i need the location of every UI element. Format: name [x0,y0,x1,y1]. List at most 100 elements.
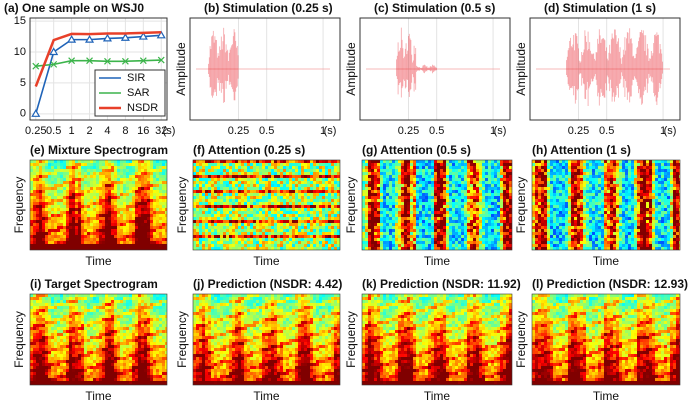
pixel [132,244,135,247]
pixel [437,178,440,181]
pixel [235,238,238,241]
pixel [96,181,99,184]
pixel [75,217,78,220]
pixel [144,235,147,238]
pixel [410,175,413,178]
pixel [461,226,464,229]
pixel [443,217,446,220]
pixel [283,178,286,181]
pixel [229,196,232,199]
pixel [538,220,541,223]
pixel [319,181,322,184]
pixel [331,175,334,178]
pixel [75,232,78,235]
pixel [461,190,464,193]
pixel [482,226,485,229]
pixel [470,178,473,181]
pixel [193,184,196,187]
pixel [362,217,365,220]
pixel [398,226,401,229]
pixel [250,196,253,199]
pixel [295,169,298,172]
pixel [497,172,500,175]
pixel [398,172,401,175]
pixel [196,247,199,250]
pixel [63,235,66,238]
pixel [211,178,214,181]
pixel [509,247,512,250]
pixel [298,223,301,226]
pixel [235,193,238,196]
pixel [506,226,509,229]
pixel [449,232,452,235]
pixel [362,208,365,211]
pixel [389,199,392,202]
pixel [42,229,45,232]
pixel [241,169,244,172]
pixel [407,217,410,220]
pixel [202,241,205,244]
pixel [395,217,398,220]
pixel [298,241,301,244]
pixel [208,181,211,184]
pixel [220,187,223,190]
pixel [60,187,63,190]
pixel [485,181,488,184]
pixel [307,187,310,190]
pixel [99,202,102,205]
pixel [120,184,123,187]
pixel [48,199,51,202]
pixel [30,226,33,229]
pixel [449,178,452,181]
pixel [544,166,547,169]
pixel [449,193,452,196]
pixel [120,196,123,199]
pixel [63,175,66,178]
pixel [156,241,159,244]
pixel [419,181,422,184]
pixel [108,172,111,175]
pixel [562,208,565,211]
pixel [84,235,87,238]
pixel [51,166,54,169]
pixel [461,181,464,184]
pixel [256,229,259,232]
pixel [491,166,494,169]
pixel [226,241,229,244]
pixel [392,211,395,214]
pixel [392,181,395,184]
pixel [150,232,153,235]
pixel [271,160,274,163]
pixel [72,187,75,190]
pixel [72,211,75,214]
pixel [550,205,553,208]
pixel [541,169,544,172]
pixel [84,244,87,247]
pixel [289,238,292,241]
pixel [45,175,48,178]
pixel [538,238,541,241]
pixel [274,202,277,205]
pixel [54,181,57,184]
pixel [500,166,503,169]
pixel [407,205,410,208]
pixel [51,247,54,250]
pixel [102,166,105,169]
pixel [202,238,205,241]
pixel [503,163,506,166]
pixel [544,223,547,226]
pixel [33,178,36,181]
pixel [259,232,262,235]
pixel [220,241,223,244]
pixel [550,247,553,250]
pixel [506,184,509,187]
pixel [316,223,319,226]
pixel [57,184,60,187]
pixel [280,184,283,187]
pixel [262,226,265,229]
pixel [111,208,114,211]
pixel [298,220,301,223]
pixel [42,220,45,223]
pixel [506,187,509,190]
pixel [328,166,331,169]
